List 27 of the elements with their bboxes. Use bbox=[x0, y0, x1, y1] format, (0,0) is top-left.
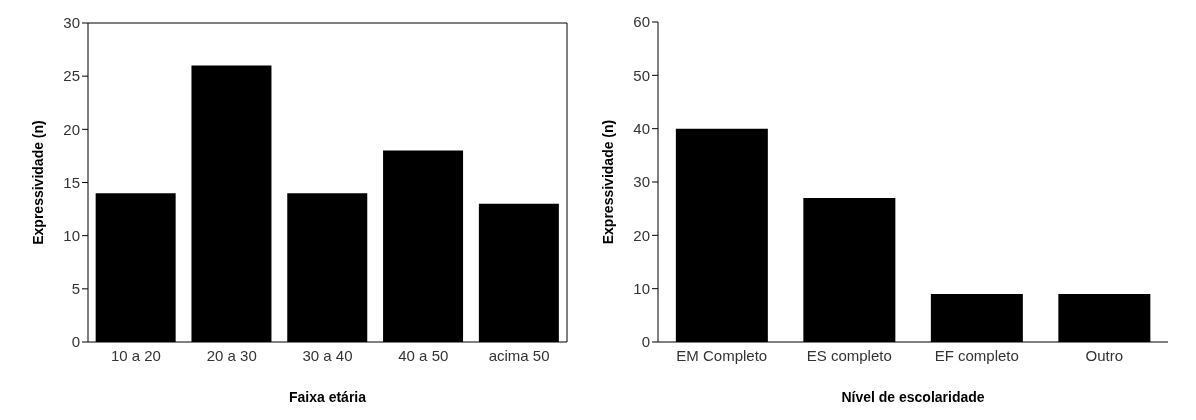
y-tick-label: 10 bbox=[633, 279, 650, 297]
y-tick-label: 0 bbox=[71, 333, 80, 351]
y-tick-label: 40 bbox=[633, 119, 650, 137]
y-tick-label: 50 bbox=[633, 66, 650, 84]
x-tick-label: 40 a 50 bbox=[398, 346, 449, 364]
y-tick-label: 20 bbox=[633, 226, 650, 244]
x-axis-title: Nível de escolaridade bbox=[841, 389, 985, 405]
y-tick-label: 10 bbox=[63, 226, 80, 244]
y-tick-label: 30 bbox=[633, 173, 650, 191]
y-tick-label: 0 bbox=[641, 333, 650, 351]
y-axis-title: Expressividade (n) bbox=[29, 120, 46, 245]
x-tick-label: EM Completo bbox=[676, 346, 768, 364]
y-tick-label: 5 bbox=[71, 280, 80, 298]
x-tick-label: 30 a 40 bbox=[302, 346, 353, 364]
x-tick-label: 10 a 20 bbox=[110, 346, 161, 364]
y-tick-label: 15 bbox=[63, 173, 80, 191]
x-tick-label: Outro bbox=[1085, 346, 1124, 364]
y-axis-title: Expressividade (n) bbox=[599, 119, 616, 245]
x-tick-label: acima 50 bbox=[488, 346, 550, 364]
x-tick-label: EF completo bbox=[934, 346, 1019, 364]
y-tick-label: 30 bbox=[63, 14, 80, 32]
y-tick-label: 25 bbox=[63, 67, 80, 85]
y-tick-label: 60 bbox=[633, 13, 650, 31]
x-tick-label: 20 a 30 bbox=[206, 346, 257, 364]
x-axis-title: Faixa etária bbox=[288, 389, 367, 405]
x-tick-label: ES completo bbox=[806, 346, 892, 364]
y-tick-label: 20 bbox=[63, 120, 80, 138]
